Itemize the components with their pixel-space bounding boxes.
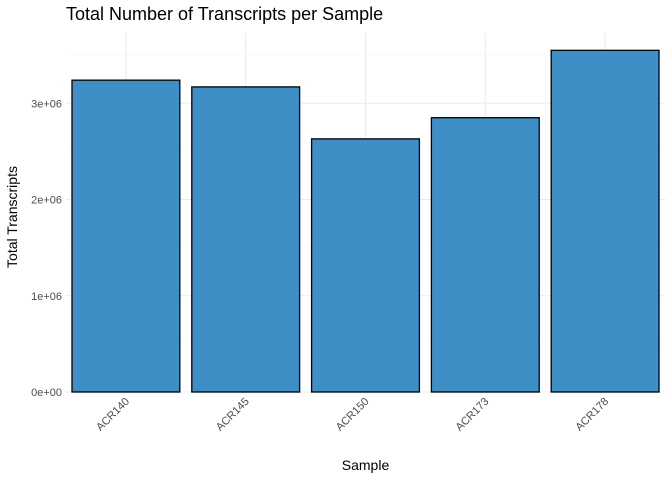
x-tick-label: ACR140: [94, 396, 132, 434]
bar-acr173: [430, 117, 540, 393]
y-tick-label: 3e+06: [31, 98, 62, 110]
x-tick-label: ACR150: [334, 396, 372, 434]
x-axis-title: Sample: [342, 457, 390, 473]
bar-acr150: [310, 138, 421, 393]
bar-acr140: [71, 79, 181, 393]
x-tick-label: ACR145: [214, 396, 252, 434]
y-axis-title: Total Transcripts: [4, 166, 20, 268]
y-axis-ticks: 0e+00 1e+06 2e+06 3e+06: [31, 98, 62, 399]
x-tick-label: ACR178: [573, 396, 611, 434]
bar-acr145: [191, 86, 301, 393]
bar-acr178: [550, 49, 660, 393]
y-tick-label: 0e+00: [31, 387, 62, 399]
y-tick-label: 2e+06: [31, 195, 62, 207]
chart-title: Total Number of Transcripts per Sample: [66, 4, 383, 24]
bars: [71, 49, 660, 393]
x-tick-label: ACR173: [454, 396, 492, 434]
y-tick-label: 1e+06: [31, 291, 62, 303]
x-axis-ticks: ACR140 ACR145 ACR150 ACR173 ACR178: [94, 396, 611, 434]
